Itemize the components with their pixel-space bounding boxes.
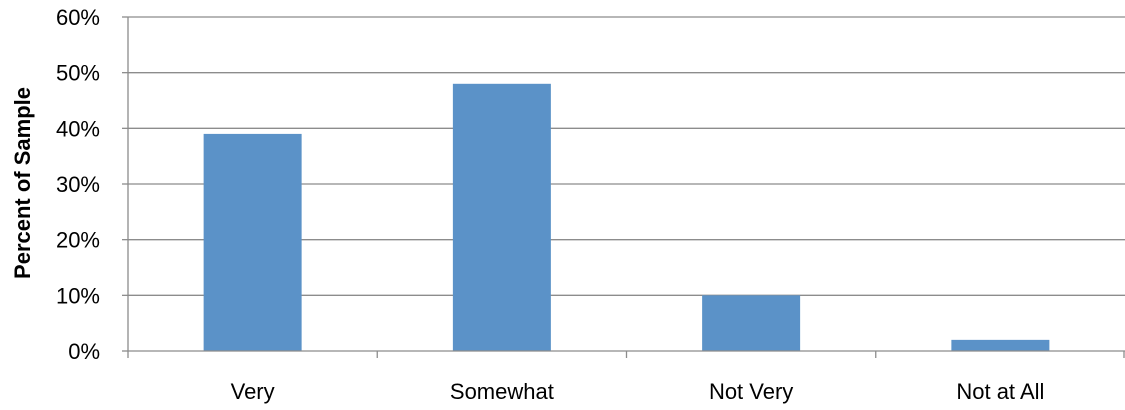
bar-not-at-all bbox=[951, 339, 1050, 351]
bar-somewhat bbox=[452, 83, 551, 352]
y-tick-label: 0% bbox=[68, 339, 100, 364]
y-tick-label: 10% bbox=[56, 283, 100, 308]
y-tick-labels: 0% 10% 20% 30% 40% 50% 60% bbox=[56, 5, 100, 364]
x-tick-label: Not Very bbox=[709, 379, 793, 404]
x-tick-label: Very bbox=[231, 379, 275, 404]
y-tick-label: 40% bbox=[56, 116, 100, 141]
axes bbox=[122, 16, 1125, 358]
bar-not-very bbox=[702, 295, 801, 351]
y-tick-label: 60% bbox=[56, 5, 100, 30]
bar-very bbox=[203, 133, 302, 351]
y-tick-label: 30% bbox=[56, 172, 100, 197]
x-tick-label: Not at All bbox=[956, 379, 1044, 404]
x-tick-label: Somewhat bbox=[450, 379, 554, 404]
bars bbox=[203, 83, 1050, 352]
y-tick-label: 20% bbox=[56, 228, 100, 253]
x-tick-labels: Very Somewhat Not Very Not at All bbox=[231, 379, 1045, 404]
y-tick-label: 50% bbox=[56, 61, 100, 86]
y-axis-title: Percent of Sample bbox=[10, 87, 35, 279]
